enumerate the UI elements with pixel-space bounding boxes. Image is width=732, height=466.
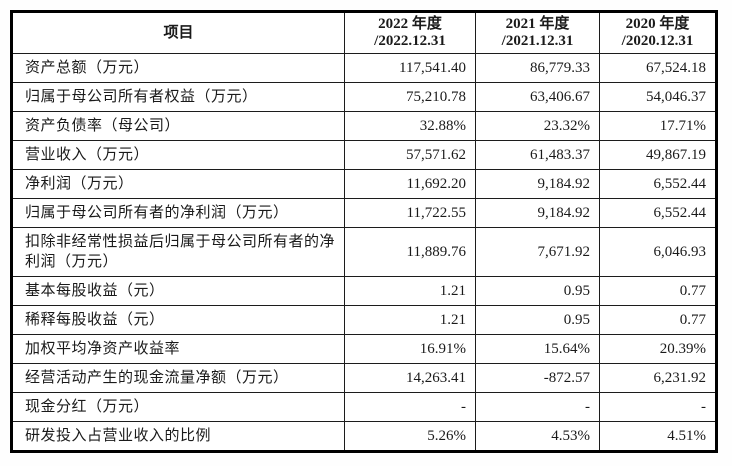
row-value-2020: 67,524.18: [599, 53, 717, 83]
year-2022-label: 2022 年度: [378, 16, 442, 32]
row-value-2020: 6,552.44: [599, 169, 717, 199]
period-2021-label: /2021.12.31: [501, 33, 574, 49]
table-row-operating-revenue: 营业收入（万元） 57,571.62 61,483.37 49,867.19: [11, 140, 717, 170]
row-value-2022: 11,722.55: [344, 198, 476, 228]
row-value-2021: -: [475, 392, 600, 422]
row-label: 基本每股收益（元）: [11, 276, 345, 306]
row-label: 资产总额（万元）: [11, 53, 345, 83]
row-value-2022: 11,692.20: [344, 169, 476, 199]
row-label: 资产负债率（母公司）: [11, 111, 345, 141]
row-value-2020: 0.77: [599, 305, 717, 335]
row-value-2020: 6,046.93: [599, 227, 717, 277]
row-value-2022: 16.91%: [344, 334, 476, 364]
row-value-2021: 0.95: [475, 305, 600, 335]
row-label: 归属于母公司所有者的净利润（万元）: [11, 198, 345, 228]
row-value-2022: 11,889.76: [344, 227, 476, 277]
table-row-deducted-net-profit: 扣除非经常性损益后归属于母公司所有者的净利润（万元） 11,889.76 7,6…: [11, 227, 717, 277]
year-2022-column-header: 2022 年度 /2022.12.31: [344, 11, 476, 54]
table-row-parent-net-profit: 归属于母公司所有者的净利润（万元） 11,722.55 9,184.92 6,5…: [11, 198, 717, 228]
financial-summary-table: 项目 2022 年度 /2022.12.31 2021 年度 /2021.12.…: [10, 10, 718, 453]
row-value-2021: 0.95: [475, 276, 600, 306]
table-row-diluted-eps: 稀释每股收益（元） 1.21 0.95 0.77: [11, 305, 717, 335]
row-value-2021: -872.57: [475, 363, 600, 393]
row-value-2021: 4.53%: [475, 421, 600, 452]
row-value-2020: 49,867.19: [599, 140, 717, 170]
row-value-2022: 117,541.40: [344, 53, 476, 83]
table-header-row: 项目 2022 年度 /2022.12.31 2021 年度 /2021.12.…: [11, 11, 717, 54]
year-2020-column-header: 2020 年度 /2020.12.31: [599, 11, 717, 54]
period-2020-label: /2020.12.31: [621, 33, 694, 49]
period-2022-label: /2022.12.31: [374, 33, 446, 49]
table-row-basic-eps: 基本每股收益（元） 1.21 0.95 0.77: [11, 276, 717, 306]
table-row-net-profit: 净利润（万元） 11,692.20 9,184.92 6,552.44: [11, 169, 717, 199]
row-value-2020: 20.39%: [599, 334, 717, 364]
row-value-2021: 9,184.92: [475, 169, 600, 199]
row-value-2022: 5.26%: [344, 421, 476, 452]
row-label: 研发投入占营业收入的比例: [11, 421, 345, 452]
row-value-2020: 6,231.92: [599, 363, 717, 393]
row-value-2022: 75,210.78: [344, 82, 476, 112]
table-row-weighted-roe: 加权平均净资产收益率 16.91% 15.64% 20.39%: [11, 334, 717, 364]
row-label: 加权平均净资产收益率: [11, 334, 345, 364]
table-row-debt-ratio: 资产负债率（母公司） 32.88% 23.32% 17.71%: [11, 111, 717, 141]
row-value-2021: 63,406.67: [475, 82, 600, 112]
row-label: 归属于母公司所有者权益（万元）: [11, 82, 345, 112]
row-label: 扣除非经常性损益后归属于母公司所有者的净利润（万元）: [11, 227, 345, 277]
table-row-rd-revenue-ratio: 研发投入占营业收入的比例 5.26% 4.53% 4.51%: [11, 421, 717, 452]
table-row-cash-dividend: 现金分红（万元） - - -: [11, 392, 717, 422]
row-label: 现金分红（万元）: [11, 392, 345, 422]
row-value-2020: 4.51%: [599, 421, 717, 452]
row-value-2022: 1.21: [344, 305, 476, 335]
row-value-2021: 86,779.33: [475, 53, 600, 83]
row-value-2020: -: [599, 392, 717, 422]
row-value-2021: 23.32%: [475, 111, 600, 141]
table-row-parent-equity: 归属于母公司所有者权益（万元） 75,210.78 63,406.67 54,0…: [11, 82, 717, 112]
year-2021-column-header: 2021 年度 /2021.12.31: [475, 11, 600, 54]
year-2020-label: 2020 年度: [625, 16, 690, 32]
row-value-2020: 0.77: [599, 276, 717, 306]
row-value-2021: 61,483.37: [475, 140, 600, 170]
row-label: 经营活动产生的现金流量净额（万元）: [11, 363, 345, 393]
year-2021-label: 2021 年度: [505, 16, 570, 32]
row-value-2022: 14,263.41: [344, 363, 476, 393]
table-row-operating-cash-flow: 经营活动产生的现金流量净额（万元） 14,263.41 -872.57 6,23…: [11, 363, 717, 393]
row-label: 营业收入（万元）: [11, 140, 345, 170]
row-value-2020: 54,046.37: [599, 82, 717, 112]
row-value-2020: 6,552.44: [599, 198, 717, 228]
table-row-total-assets: 资产总额（万元） 117,541.40 86,779.33 67,524.18: [11, 53, 717, 83]
row-value-2021: 15.64%: [475, 334, 600, 364]
row-value-2021: 9,184.92: [475, 198, 600, 228]
row-value-2022: 1.21: [344, 276, 476, 306]
row-label: 净利润（万元）: [11, 169, 345, 199]
row-label: 稀释每股收益（元）: [11, 305, 345, 335]
row-value-2022: 32.88%: [344, 111, 476, 141]
row-value-2020: 17.71%: [599, 111, 717, 141]
item-column-header: 项目: [11, 11, 345, 54]
row-value-2022: -: [344, 392, 476, 422]
row-value-2021: 7,671.92: [475, 227, 600, 277]
row-value-2022: 57,571.62: [344, 140, 476, 170]
